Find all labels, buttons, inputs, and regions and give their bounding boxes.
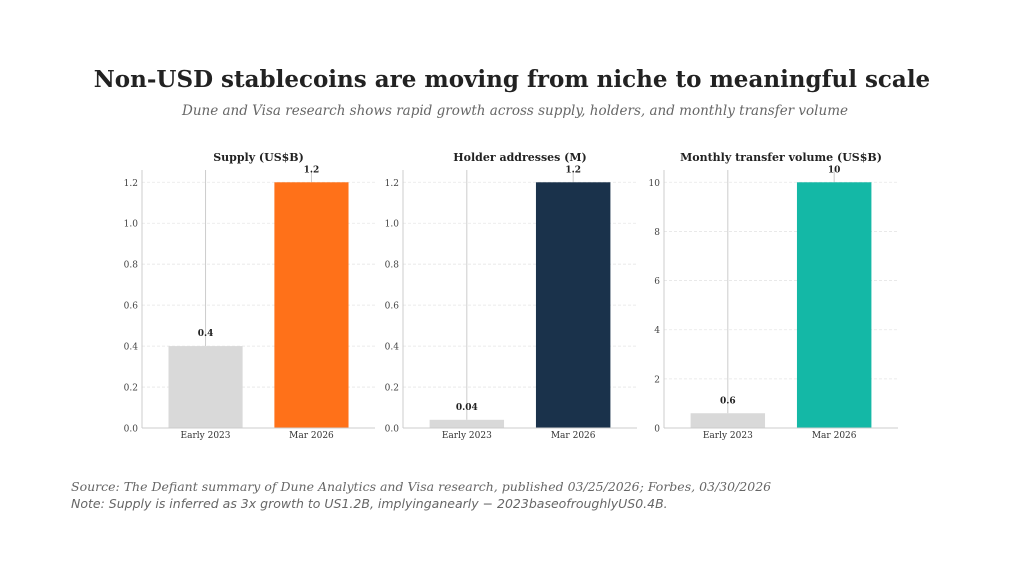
y-tick-label: 0.2 xyxy=(385,384,399,394)
y-tick-label: 1.0 xyxy=(385,220,400,230)
chart-panel-3: 0 2 4 6 8 10 0.6 Early 2023 10 Mar 2026 Monthly tr… xyxy=(649,151,898,441)
y-tick-label: 0.6 xyxy=(124,302,139,312)
y-tick-label: 8 xyxy=(654,228,660,238)
y-tick-label: 10 xyxy=(649,179,661,189)
data-label: 0.4 xyxy=(198,329,214,339)
data-label: 10 xyxy=(828,165,841,175)
bar-early-2023 xyxy=(429,419,505,428)
y-tick-label: 0.0 xyxy=(124,425,139,435)
y-tick-label: 2 xyxy=(654,375,660,385)
y-tick-label: 0.4 xyxy=(124,343,139,353)
chart-panel-1: 0.0 0.2 0.4 0.6 0.8 1.0 1.2 0.4 Early 2023 1.2 Mar… xyxy=(124,151,375,441)
x-tick-label: Early 2023 xyxy=(181,431,231,441)
panel-title: Supply (US$B) xyxy=(213,151,304,164)
y-tick-label: 0.4 xyxy=(385,343,400,353)
data-label: 0.04 xyxy=(456,403,478,413)
y-tick-label: 0.0 xyxy=(385,425,400,435)
panel-title: Holder addresses (M) xyxy=(453,151,587,164)
data-label: 1.2 xyxy=(304,165,320,175)
x-tick-label: Mar 2026 xyxy=(289,431,334,441)
footer: Source: The Defiant summary of Dune Anal… xyxy=(71,478,771,512)
bar-mar-2026 xyxy=(796,182,872,428)
y-tick-label: 1.0 xyxy=(124,220,139,230)
bar-mar-2026 xyxy=(535,182,611,428)
x-tick-label: Mar 2026 xyxy=(551,431,596,441)
y-tick-label: 6 xyxy=(654,277,660,287)
chart-title: Non-USD stablecoins are moving from nich… xyxy=(93,66,931,93)
y-tick-label: 1.2 xyxy=(124,179,138,189)
x-tick-label: Early 2023 xyxy=(703,431,753,441)
bar-mar-2026 xyxy=(274,182,349,428)
method-note: Note: Supply is inferred as 3x growth to… xyxy=(71,496,668,511)
y-tick-label: 0.8 xyxy=(124,261,139,271)
y-tick-label: 0.2 xyxy=(124,384,138,394)
panel-title: Monthly transfer volume (US$B) xyxy=(680,151,882,164)
y-tick-label: 0.8 xyxy=(385,261,400,271)
y-tick-label: 1.2 xyxy=(385,179,399,189)
x-tick-label: Early 2023 xyxy=(442,431,492,441)
bar-early-2023 xyxy=(690,413,766,428)
y-tick-label: 4 xyxy=(654,326,660,336)
chart-subtitle: Dune and Visa research shows rapid growt… xyxy=(182,103,848,119)
chart-panel-2: 0.0 0.2 0.4 0.6 0.8 1.0 1.2 0.04 Early 2023 1.2 Ma… xyxy=(385,151,637,441)
source-note: Source: The Defiant summary of Dune Anal… xyxy=(71,479,772,494)
y-tick-label: 0.6 xyxy=(385,302,400,312)
x-tick-label: Mar 2026 xyxy=(812,431,857,441)
y-tick-label: 0 xyxy=(654,425,660,435)
data-label: 0.6 xyxy=(720,396,736,406)
data-label: 1.2 xyxy=(565,165,581,175)
bar-early-2023 xyxy=(168,346,243,428)
